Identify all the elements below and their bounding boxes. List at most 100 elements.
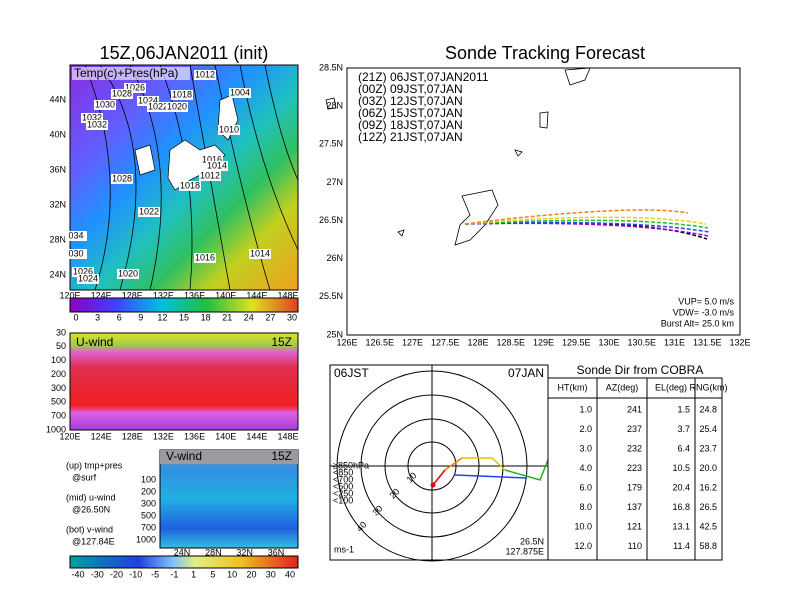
lon-tick-label: 130E [598, 337, 619, 347]
table-cell: 137 [627, 502, 642, 512]
colorbar-label: 5 [210, 569, 215, 579]
isobar-label-bg [65, 249, 87, 259]
isobar-label: 1004 [230, 87, 250, 97]
isobar-label: 1024 [138, 95, 158, 105]
colorbar-label: 9 [138, 312, 143, 322]
table-header: RNG(km) [690, 382, 728, 392]
colorbar-label: 30 [266, 569, 276, 579]
isobar-label-bg [111, 89, 133, 99]
colorbar-label: 15 [179, 312, 189, 322]
table-cell: 110 [628, 541, 642, 551]
isobar-label-bg [138, 207, 160, 217]
table-cell: 223 [627, 463, 642, 473]
isobar-label-bg [72, 267, 94, 277]
table-cell: 1.0 [579, 404, 592, 414]
isobar-label: 1026 [125, 82, 145, 92]
isobar-label: 1032 [87, 119, 107, 129]
lon-tick-label: 136E [184, 431, 205, 441]
colorbar-label: -5 [151, 569, 159, 579]
lon-tick-label: 131E [664, 337, 685, 347]
lat-tick-label: 27N [326, 177, 343, 187]
isobar-label-bg [249, 249, 271, 259]
isobar-label: 1016 [202, 154, 222, 164]
isobar-label: 1028 [112, 173, 132, 183]
table-cell: 23.7 [699, 443, 717, 453]
lat-tick-label: 40N [49, 129, 66, 139]
isobar-label-bg [65, 231, 87, 241]
table-cell: 3.0 [579, 443, 592, 453]
isobar-label: 1022 [139, 206, 159, 216]
isobar-label-bg [199, 171, 221, 181]
lon-tick-label: 128.5E [496, 337, 525, 347]
table-title: Sonde Dir from COBRA [577, 363, 704, 377]
p-tick-label: 700 [141, 522, 156, 532]
polar-lat: 26.5N [520, 536, 544, 546]
isobar-label: 1022 [148, 101, 168, 111]
isobar-label-bg [194, 253, 216, 263]
isobar-label: 1016 [195, 252, 215, 262]
p-tick-label: 500 [141, 510, 156, 520]
table-cell: 26.5 [699, 502, 717, 512]
isobar-label-bg [229, 88, 251, 98]
track-footer: VDW= -3.0 m/s [673, 307, 735, 317]
level-legend: <850 [333, 467, 353, 477]
table-cell: 20.4 [672, 482, 690, 492]
table-cell: 3.7 [677, 424, 690, 434]
table-cell: 6.4 [677, 443, 690, 453]
lat-tick-label: 27.5N [319, 139, 343, 149]
lon-tick-label: 124E [91, 290, 112, 300]
lon-tick-label: 132E [153, 290, 174, 300]
isobar-label: 1032 [82, 112, 102, 122]
lon-tick-label: 132E [729, 337, 750, 347]
colorbar-label: 12 [157, 312, 167, 322]
isobar-label: 030 [68, 248, 83, 258]
isobar-label: 034 [68, 230, 83, 240]
legend-entry: (12Z) 21JST,07JAN [358, 130, 463, 144]
p-tick-label: 500 [51, 397, 66, 407]
lon-tick-label: 124E [91, 431, 112, 441]
legend-entry: (06Z) 15JST,07JAN [358, 106, 463, 120]
isobar-label: 1026 [73, 266, 93, 276]
colorbar-label: -1 [170, 569, 178, 579]
colorbar-label: 0 [73, 312, 78, 322]
lon-tick-label: 140E [215, 431, 236, 441]
lon-tick-label: 131.5E [693, 337, 722, 347]
lon-tick-label: 136E [184, 290, 205, 300]
lat-tick-label: 32N [236, 547, 253, 557]
colorbar-label: 10 [227, 569, 237, 579]
isobar-label: 1024 [78, 273, 98, 283]
lat-tick-label: 28N [205, 547, 222, 557]
table-cell: 13.1 [672, 521, 690, 531]
legend-entry: (03Z) 12JST,07JAN [358, 94, 463, 108]
lat-tick-label: 24N [174, 547, 191, 557]
table-cell: 1.5 [677, 404, 690, 414]
level-legend: <250 [333, 488, 353, 498]
p-tick-label: 700 [51, 411, 66, 421]
lon-tick-label: 129E [533, 337, 554, 347]
p-tick-label: 100 [51, 355, 66, 365]
isobar-label-bg [171, 90, 193, 100]
map-subtitle: Temp(c)+Pres(hPa) [74, 66, 178, 80]
isobar-label-bg [218, 125, 240, 135]
isobar-label-bg [117, 269, 139, 279]
lon-tick-label: 128E [122, 290, 143, 300]
isobar-label: 1018 [180, 180, 200, 190]
table-cell: 10.0 [574, 521, 592, 531]
lon-tick-label: 120E [59, 431, 80, 441]
lat-tick-label: 28.5N [319, 62, 343, 72]
colorbar-label: 27 [265, 312, 275, 322]
table-cell: 24.8 [699, 404, 717, 414]
isobar-label: 1020 [118, 268, 138, 278]
lat-tick-label: 28N [326, 101, 343, 111]
isobar-label-bg [94, 100, 116, 110]
lon-tick-label: 132E [153, 431, 174, 441]
isobar-label: 1012 [200, 170, 220, 180]
p-tick-label: 100 [141, 474, 156, 484]
table-cell: 58.8 [699, 541, 717, 551]
panel-time: 15Z [271, 449, 292, 463]
track-footer: Burst Alt= 25.0 km [661, 318, 734, 328]
panel-time: 15Z [271, 335, 292, 349]
legend-entry: (09Z) 18JST,07JAN [358, 118, 463, 132]
lat-tick-label: 24N [49, 269, 66, 279]
